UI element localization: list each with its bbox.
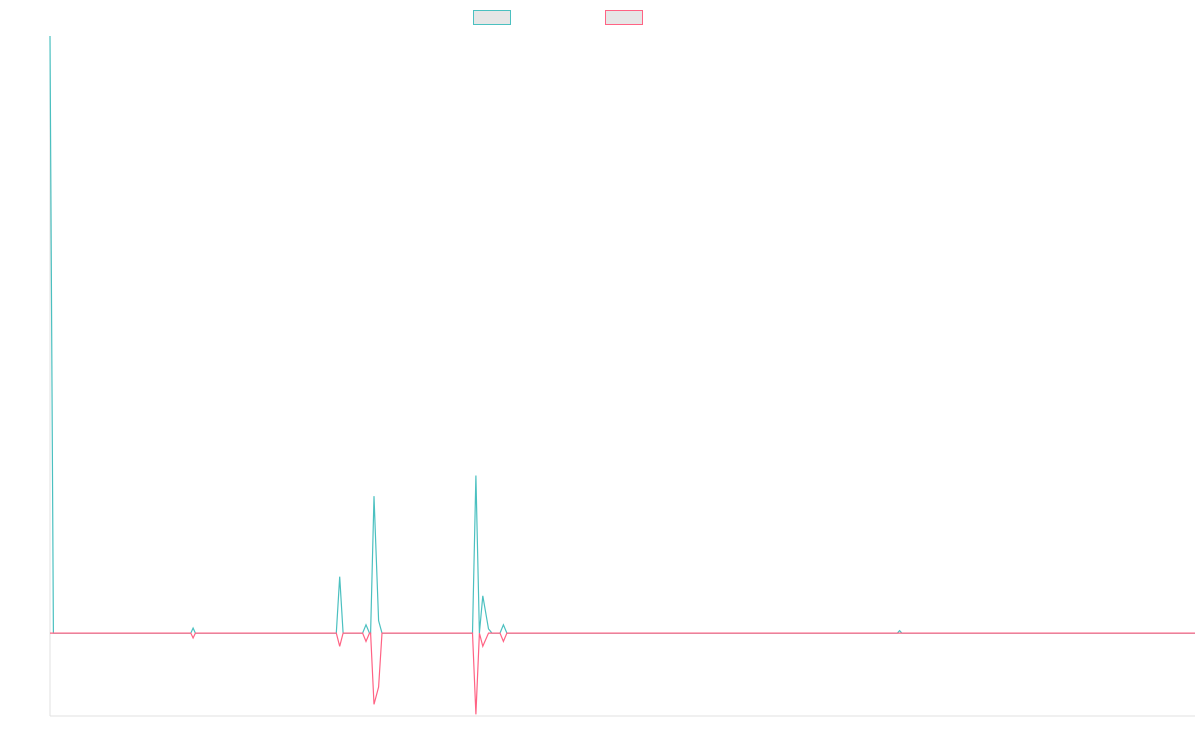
series-1-line <box>49 35 1195 634</box>
series-1 <box>49 35 1195 634</box>
legend-swatch-2[interactable] <box>605 10 643 25</box>
series-layer <box>49 35 1195 715</box>
series-2-line <box>50 632 1195 715</box>
legend-swatch-1[interactable] <box>473 10 511 25</box>
series-2 <box>50 632 1195 715</box>
